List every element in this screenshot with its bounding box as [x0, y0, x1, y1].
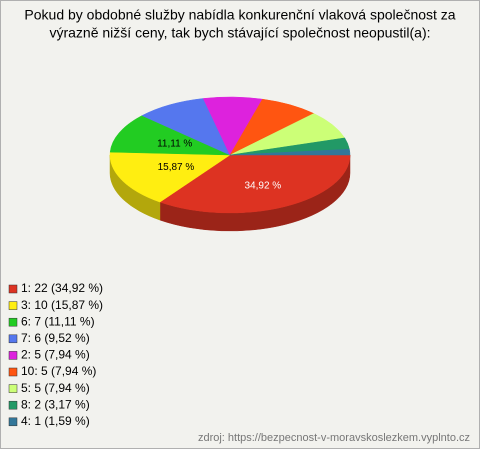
legend-label: 4: 1 (1,59 %)	[21, 414, 90, 428]
legend-swatch	[8, 334, 18, 344]
value-label: 34,92 %	[244, 181, 281, 192]
legend-swatch	[8, 351, 18, 360]
legend-label: 2: 5 (7,94 %)	[21, 348, 90, 362]
legend-label: 8: 2 (3,17 %)	[21, 397, 90, 411]
legend-swatch	[8, 317, 18, 327]
slice	[109, 151, 231, 203]
legend-swatch	[8, 301, 18, 310]
legend-label: 7: 6 (9,52 %)	[21, 331, 90, 345]
legend-label: 6: 7 (11,11 %)	[21, 314, 95, 328]
legend-swatch	[8, 417, 18, 427]
legend-swatch	[8, 384, 18, 393]
chart-title: Pokud by obdobné služby nabídla konkuren…	[24, 7, 455, 23]
source: zdroj: https://bezpecnost-v-moravskoslez…	[198, 432, 470, 444]
value-label: 15,87 %	[158, 162, 195, 173]
slice	[109, 115, 231, 156]
chart-title: výrazně nižší ceny, tak bych stávající s…	[49, 25, 430, 41]
legend-label: 1: 22 (34,92 %)	[21, 281, 103, 295]
legend-label: 3: 10 (15,87 %)	[21, 298, 103, 312]
legend-swatch	[8, 400, 18, 410]
slice	[159, 154, 351, 214]
slice	[229, 148, 351, 156]
legend-label: 10: 5 (7,94 %)	[21, 364, 96, 378]
legend-swatch	[8, 367, 18, 377]
value-label: 11,11 %	[157, 138, 192, 149]
legend-label: 5: 5 (7,94 %)	[21, 381, 90, 395]
legend-swatch	[8, 284, 18, 294]
